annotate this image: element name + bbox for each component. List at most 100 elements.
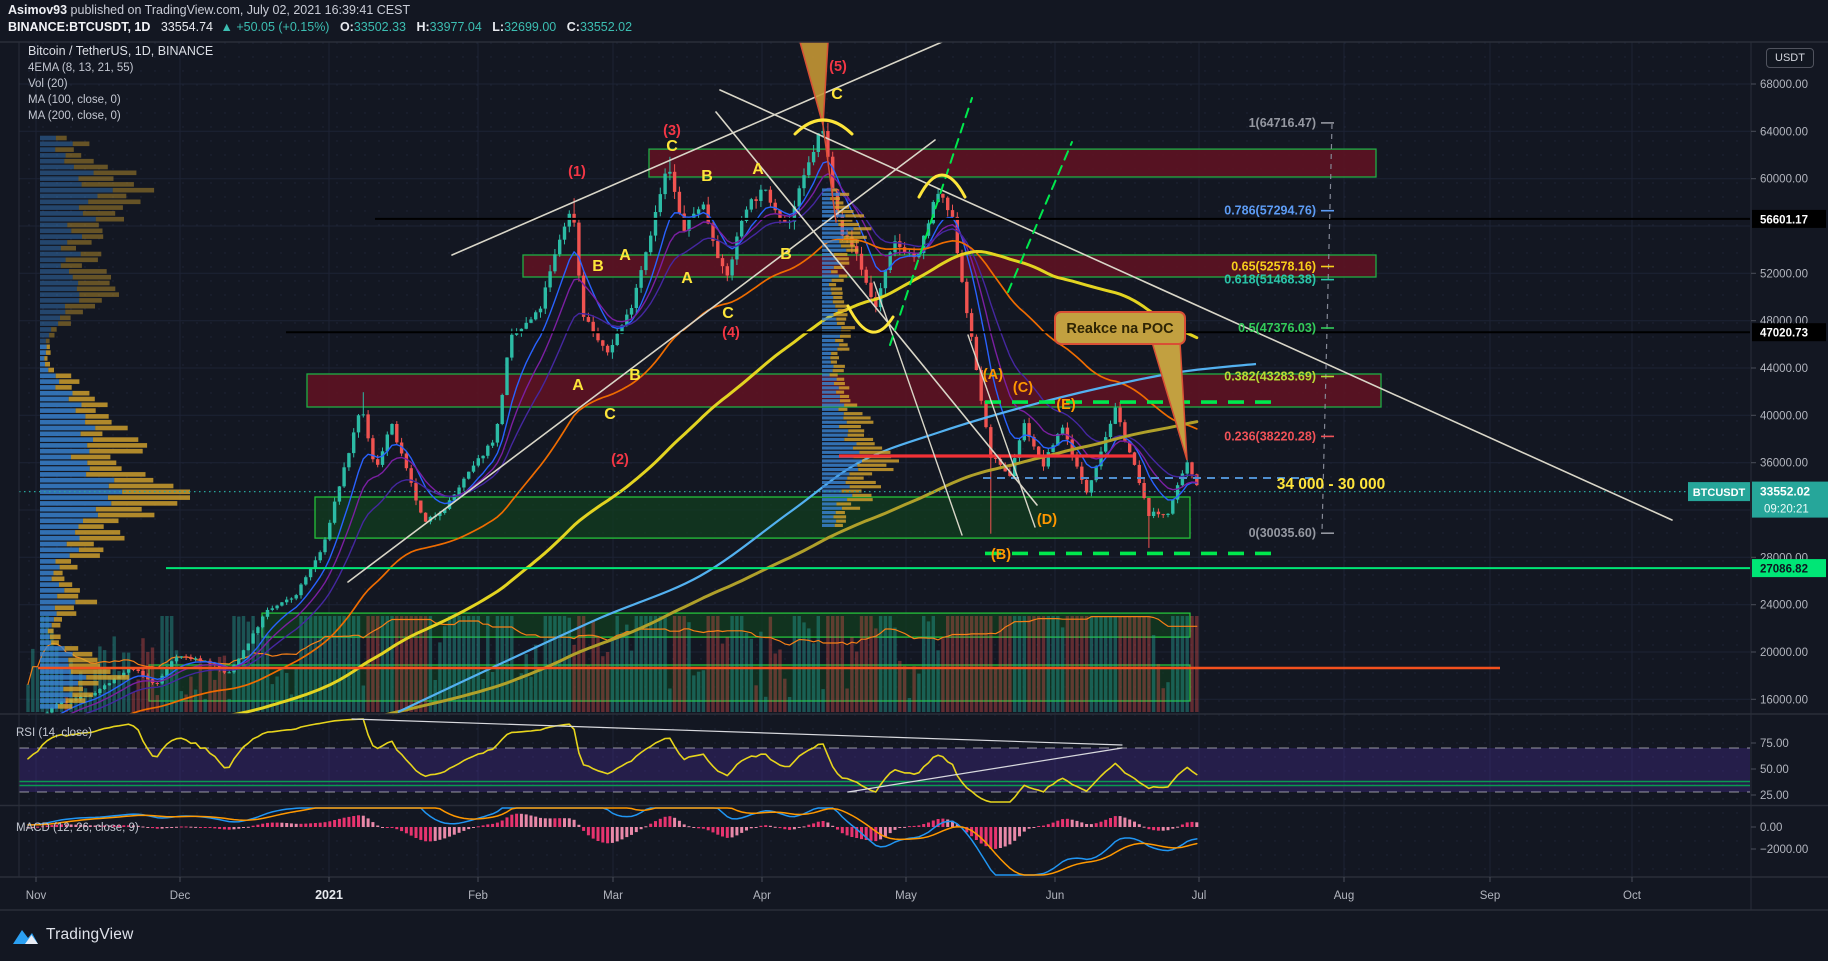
time-tick-label: May [895, 890, 917, 902]
currency-unit-button[interactable]: USDT [1766, 48, 1814, 68]
arc-annotation[interactable] [793, 118, 854, 136]
wave-label[interactable]: (5) [829, 59, 847, 75]
time-tick-label: Nov [26, 890, 47, 902]
callout-box[interactable] [1054, 311, 1186, 345]
symbol-interval-label[interactable]: BINANCE:BTCUSDT, 1D [8, 20, 151, 34]
volume-profile-fixed-range [822, 188, 899, 527]
wave-label[interactable]: B [780, 246, 792, 263]
time-tick-label: Dec [170, 890, 191, 902]
wave-label[interactable]: (1) [568, 164, 586, 180]
legend-indicator-ma100[interactable]: MA (100, close, 0) [28, 94, 121, 106]
legend-indicator-vol[interactable]: Vol (20) [28, 78, 68, 90]
tradingview-logo-icon [13, 930, 38, 944]
wave-label[interactable]: C [666, 138, 678, 155]
price-tick-label: 36000.00 [1760, 458, 1808, 470]
svg-text:27086.82: 27086.82 [1760, 564, 1808, 576]
price-axis[interactable]: 68000.0064000.0060000.0052000.0048000.00… [1688, 79, 1828, 856]
price-tick-label: 60000.00 [1760, 174, 1808, 186]
wave-label[interactable]: A [572, 377, 584, 394]
arc-annotation[interactable] [846, 304, 895, 334]
wave-label[interactable]: A [619, 247, 631, 264]
price-tick-label: 20000.00 [1760, 647, 1808, 659]
rsi-pane-legend[interactable]: RSI (14, close) [16, 727, 93, 739]
zone-box[interactable] [648, 148, 1377, 178]
zone-box[interactable] [148, 664, 1191, 702]
wave-label[interactable]: B [701, 168, 713, 185]
macd-pane-legend[interactable]: MACD (12, 26, close, 9) [16, 822, 139, 834]
price-range-label[interactable]: 34 000 - 30 000 [1277, 476, 1386, 493]
fib-level-label: 0.618(51468.38) [1224, 273, 1316, 287]
current-price-tag[interactable] [1752, 481, 1828, 518]
change-arrow-icon: ▲ [220, 20, 233, 34]
wave-labels[interactable]: (1)(2)(3)(4)(5)CCCCBBBBAAAA(A)(C)(E)(B)(… [568, 59, 1385, 563]
tradingview-branding[interactable]: TradingView [12, 924, 134, 946]
time-tick-label: Sep [1480, 890, 1500, 902]
pane-tick-label: −2000.00 [1760, 844, 1808, 856]
time-tick-label: Feb [468, 890, 488, 902]
fib-level-label: 0.236(38220.28) [1224, 429, 1316, 443]
pane-tick-label: 75.00 [1760, 738, 1789, 750]
price-tick-label: 44000.00 [1760, 363, 1808, 375]
high-key: H: [416, 20, 430, 34]
wave-label[interactable]: B [592, 258, 604, 275]
svg-text:33552.02: 33552.02 [1760, 485, 1810, 499]
wave-label[interactable]: (3) [663, 123, 681, 139]
zone-box[interactable] [522, 254, 1377, 278]
low-key: L: [492, 20, 505, 34]
wave-label[interactable]: (4) [722, 325, 740, 341]
price-tick-label: 16000.00 [1760, 694, 1808, 706]
time-tick-label: Apr [753, 890, 771, 902]
open-value: 33502.33 [353, 20, 406, 34]
price-tick-label: 52000.00 [1760, 268, 1808, 280]
fib-retracement[interactable]: 1(64716.47) 0.786(57294.76) 0.65(52578.16)… [1224, 116, 1334, 540]
wave-label[interactable]: A [681, 270, 693, 287]
legend-symbol-title[interactable]: Bitcoin / TetherUS, 1D, BINANCE [28, 44, 214, 58]
arc-annotation[interactable] [917, 173, 967, 199]
wave-label[interactable]: C [604, 406, 616, 423]
wave-label[interactable]: A [752, 161, 764, 178]
time-tick-label: Mar [603, 890, 623, 902]
time-tick-label: Oct [1623, 890, 1642, 902]
fib-level-label: 0.65(52578.16) [1231, 259, 1316, 273]
price-tick-label: 24000.00 [1760, 600, 1808, 612]
wave-label[interactable]: (A) [983, 367, 1003, 383]
wave-label[interactable]: (2) [611, 452, 629, 468]
pane-tick-label: 50.00 [1760, 764, 1789, 776]
drawings[interactable]: Reakce na POC [793, 42, 1188, 461]
time-tick-label: 2021 [315, 888, 343, 902]
open-key: O: [339, 20, 354, 34]
price-alert-tag[interactable] [1752, 323, 1826, 342]
fib-level-label: 0.382(43283.69) [1224, 369, 1316, 383]
main-pane-legend: Bitcoin / TetherUS, 1D, BINANCE 4EMA (8,… [28, 44, 213, 122]
fib-level-label: 0(30035.60) [1249, 526, 1316, 540]
wave-label[interactable]: C [722, 305, 734, 322]
trendlines[interactable] [347, 42, 1673, 583]
wave-label[interactable]: C [831, 86, 843, 103]
wave-label[interactable]: (B) [991, 547, 1011, 563]
legend-indicator-ma200[interactable]: MA (200, close, 0) [28, 110, 121, 122]
svg-text:09:20:21: 09:20:21 [1764, 504, 1809, 516]
wave-label[interactable]: (E) [1056, 397, 1076, 413]
price-tick-label: 68000.00 [1760, 79, 1808, 91]
last-price: 33554.74 [160, 20, 213, 34]
zone-box[interactable] [261, 612, 1191, 638]
time-tick-label: Jun [1046, 890, 1065, 902]
svg-text:BTCUSDT: BTCUSDT [1693, 487, 1746, 499]
fib-level-label: 1(64716.47) [1249, 116, 1316, 130]
zone-box[interactable] [314, 496, 1191, 539]
byline-text: published on TradingView.com, July 02, 2… [67, 3, 411, 17]
wave-label[interactable]: B [629, 367, 641, 384]
legend-indicator-4ema[interactable]: 4EMA (8, 13, 21, 55) [28, 62, 134, 74]
published-byline: Asimov93 published on TradingView.com, J… [8, 3, 410, 17]
wedge-arrow[interactable] [799, 42, 829, 126]
symbol-price-tag[interactable] [1688, 482, 1750, 502]
price-alert-tag[interactable] [1752, 559, 1826, 578]
price-alert-tag[interactable] [1752, 209, 1826, 228]
time-axis[interactable]: Nov Dec 2021 Feb Mar Apr May Jun Jul Aug Sep Oct [26, 877, 1642, 902]
author-name: Asimov93 [8, 3, 68, 17]
svg-text:56601.17: 56601.17 [1760, 214, 1808, 226]
horizontal-levels[interactable] [19, 217, 1750, 670]
wave-label[interactable]: (C) [1013, 380, 1033, 396]
wave-label[interactable]: (D) [1037, 512, 1057, 528]
